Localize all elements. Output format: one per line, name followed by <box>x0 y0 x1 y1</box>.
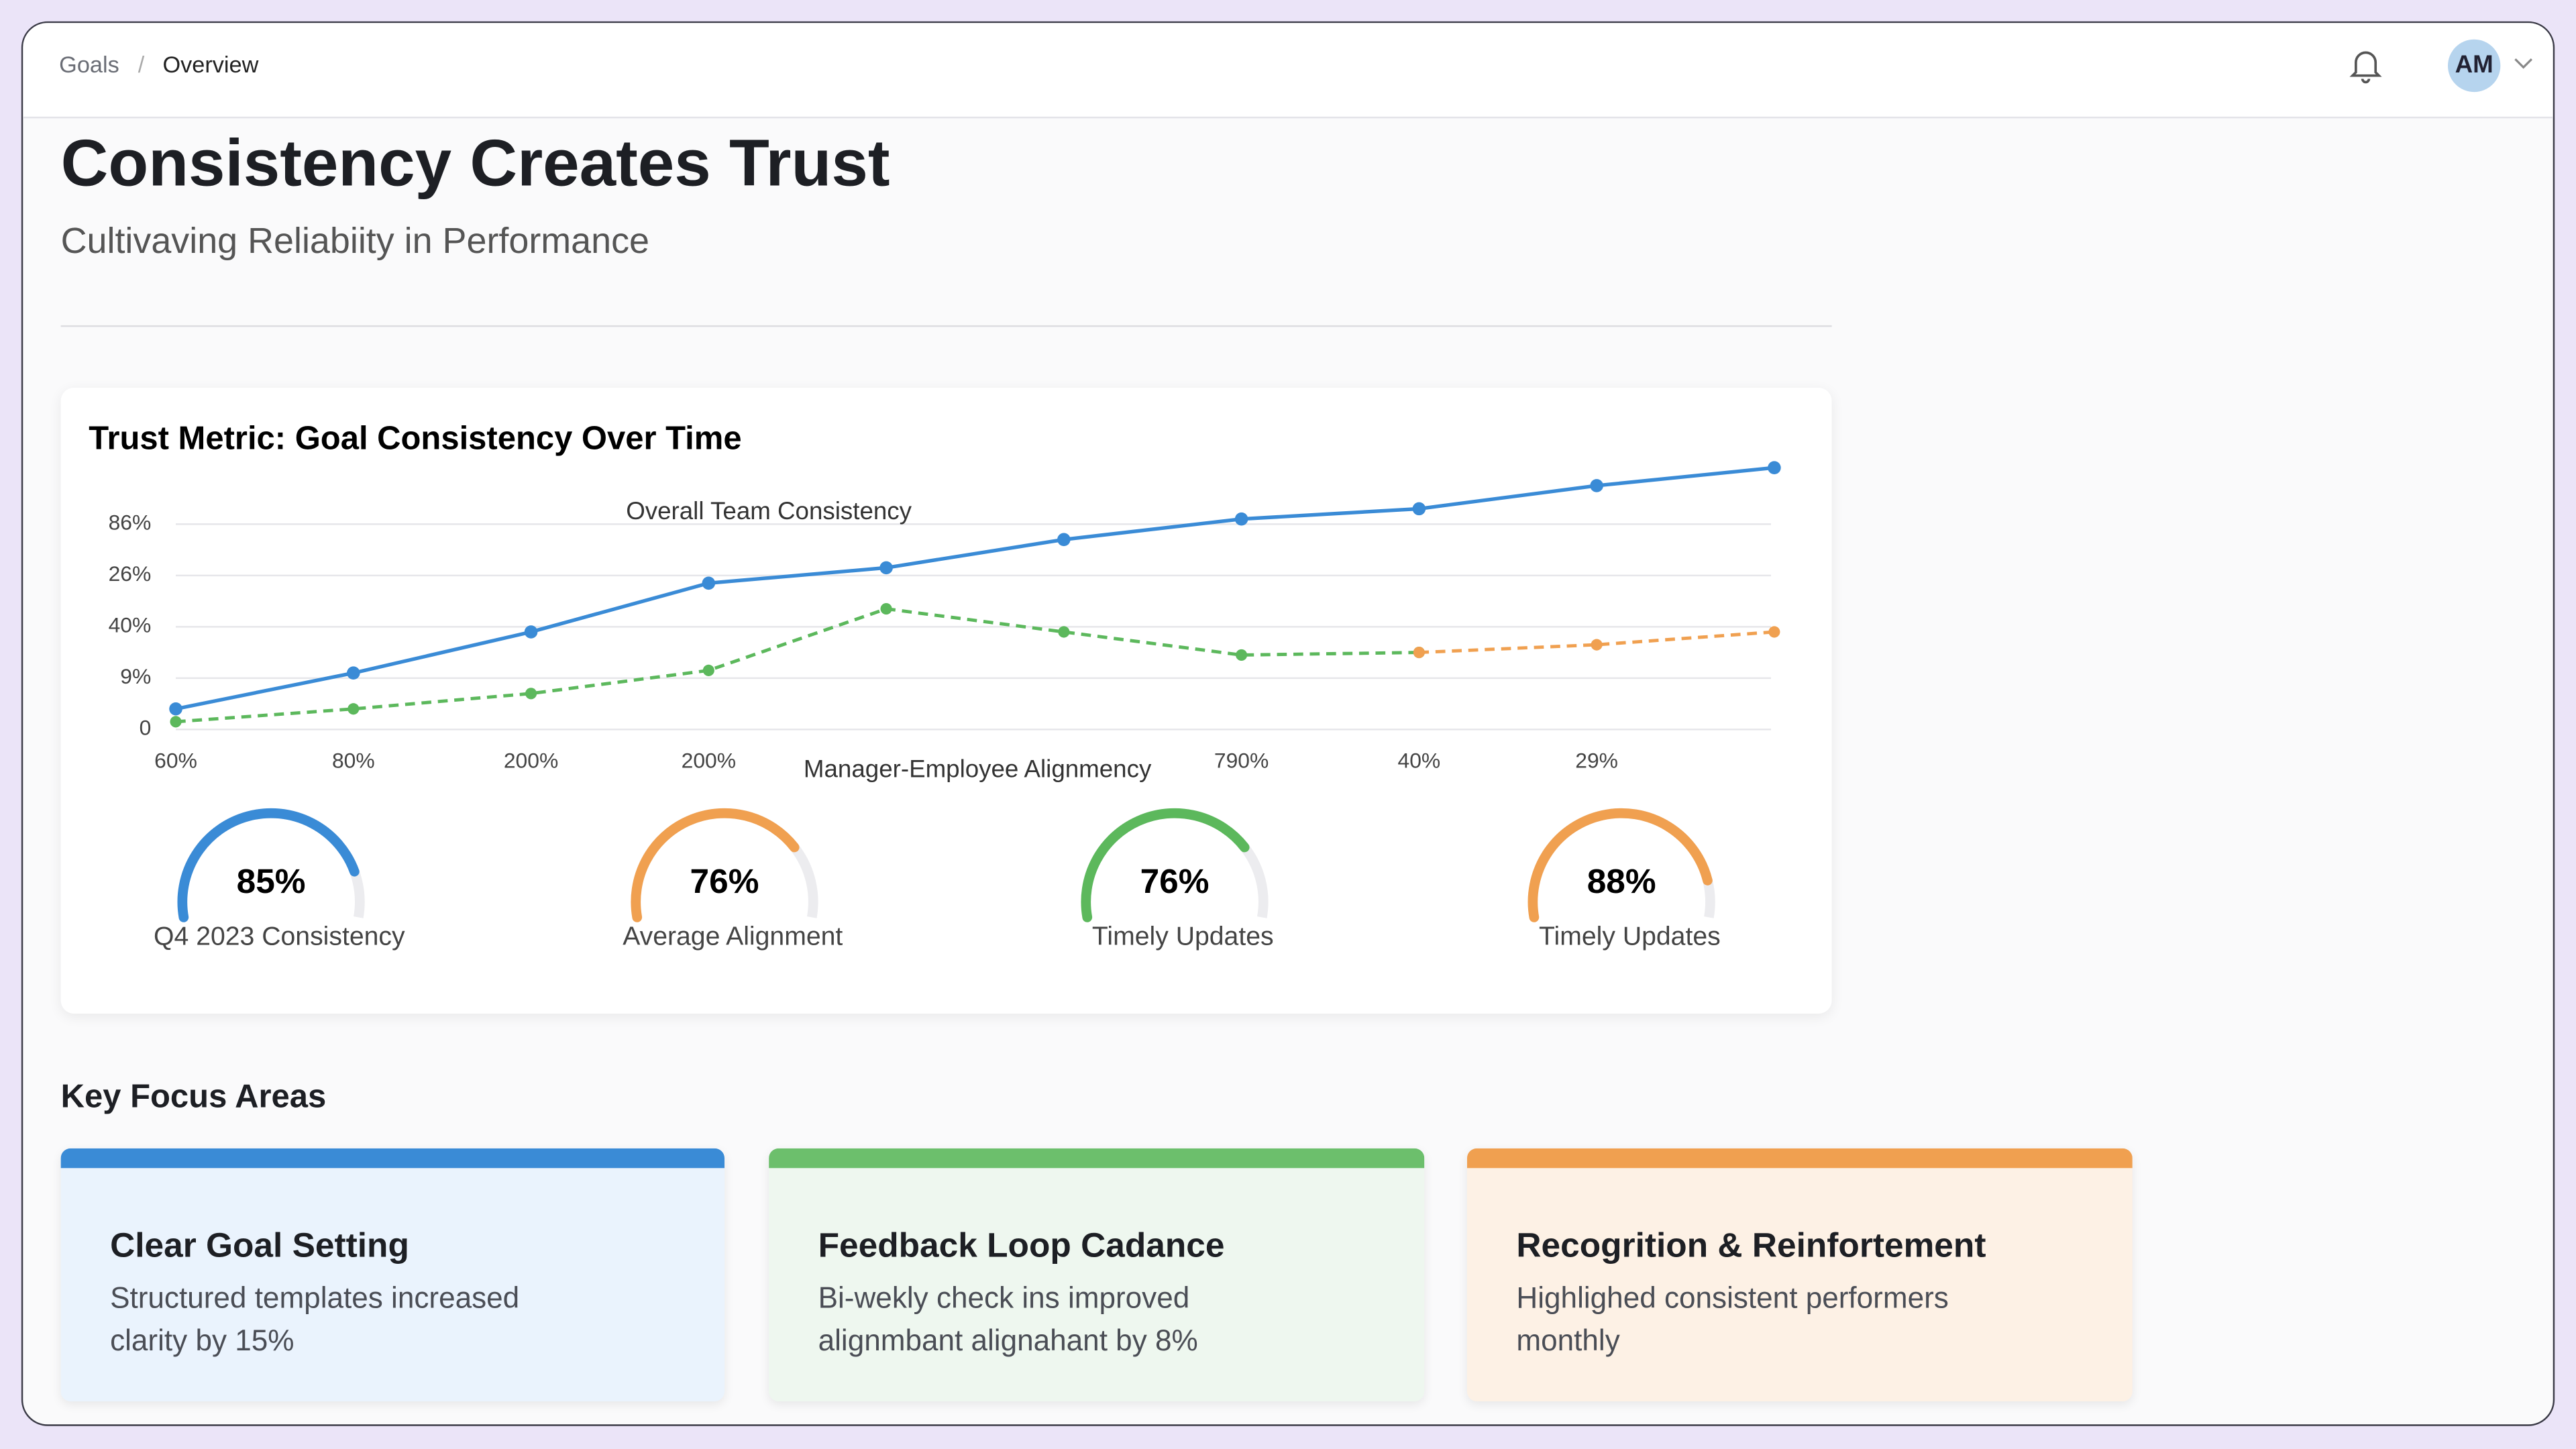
breadcrumb-link[interactable]: Goals <box>59 50 119 78</box>
bell-icon[interactable] <box>2349 48 2382 84</box>
data-point <box>702 576 716 590</box>
chart: Trust Metric: Goal Consistency Over Time… <box>89 420 1781 951</box>
card-text: Bi-wekly check ins improved alignmbant a… <box>818 1281 1198 1357</box>
gauge-value: 88% <box>1587 861 1656 900</box>
data-point <box>1590 479 1603 492</box>
series-label: Manager-Employee Alignmency <box>804 755 1152 782</box>
series-line <box>175 607 1419 724</box>
gauge-fill <box>1081 808 1250 922</box>
data-point <box>1236 649 1248 661</box>
y-tick-label: 0 <box>140 716 152 740</box>
page-subtitle: Cultivaving Reliabiity in Performance <box>60 220 649 262</box>
card-title: Feedback Loop Cadance <box>818 1227 1225 1265</box>
series-label: Overall Team Consistency <box>626 497 912 525</box>
gauge-fill <box>177 808 360 922</box>
card-title: Recogrition & Reinfortement <box>1516 1227 1986 1265</box>
breadcrumb-current: Overview <box>162 50 259 78</box>
data-point <box>880 602 892 615</box>
x-tick-label: 790% <box>1214 749 1269 773</box>
x-tick-label: 200% <box>682 749 736 773</box>
gauge-value: 76% <box>1140 861 1210 900</box>
chevron[interactable] <box>2514 56 2533 72</box>
card-text: Structured templates increased clarity b… <box>110 1281 520 1357</box>
card-title: Clear Goal Setting <box>110 1227 409 1265</box>
y-tick-label: 9% <box>120 664 151 688</box>
y-tick-label: 26% <box>109 561 152 586</box>
x-tick-label: 200% <box>504 749 558 773</box>
data-point <box>524 625 538 639</box>
gauge-label: Q4 2023 Consistency <box>154 922 405 951</box>
focus-card[interactable]: Feedback Loop Cadance Bi-wekly check ins … <box>769 1148 1425 1401</box>
avatar[interactable]: AM <box>2447 39 2501 93</box>
card-accent <box>769 1148 1425 1169</box>
data-point <box>1234 512 1248 526</box>
data-point <box>1768 626 1780 638</box>
data-point <box>1058 626 1070 638</box>
window: Goals / Overview AM Consistency Creates … <box>21 21 2555 1426</box>
x-tick-label: 40% <box>1398 749 1441 773</box>
page-title: Consistency Creates Trust <box>60 128 890 201</box>
gauge-label: Timely Updates <box>1092 922 1274 951</box>
divider <box>60 325 1832 327</box>
data-point <box>347 666 360 680</box>
card-accent <box>60 1148 725 1169</box>
data-point <box>525 688 537 700</box>
series-line <box>1419 630 1775 655</box>
gauge-fill <box>1527 808 1713 922</box>
gauge-value: 85% <box>237 861 306 900</box>
focus-card[interactable]: Recogrition & Reinfortement Highlighed co… <box>1466 1148 2133 1401</box>
data-point <box>170 716 182 728</box>
data-point <box>1057 533 1071 547</box>
card-accent <box>1466 1148 2133 1169</box>
separator: / <box>138 50 145 78</box>
data-point <box>702 664 714 676</box>
gauge-label: Average Alignment <box>623 922 843 951</box>
chart-card: Trust Metric: Goal Consistency Over Time… <box>60 387 1832 1014</box>
data-point <box>169 702 182 716</box>
focus-card[interactable]: Clear Goal Setting Structured templates i… <box>60 1148 725 1401</box>
y-tick-label: 40% <box>109 613 152 637</box>
data-point <box>879 561 893 575</box>
gauge-fill <box>631 808 800 922</box>
gauge-value: 76% <box>690 861 759 900</box>
chart-title: Trust Metric: Goal Consistency Over Time <box>89 420 741 456</box>
data-point <box>1591 639 1603 651</box>
x-tick-label: 29% <box>1575 749 1618 773</box>
data-point <box>1412 502 1426 516</box>
top-bar: Goals / Overview AM <box>23 23 2553 119</box>
y-tick-label: 86% <box>109 511 152 535</box>
data-point <box>1413 647 1425 659</box>
data-point <box>347 703 360 715</box>
gauge-label: Timely Updates <box>1539 922 1721 951</box>
data-point <box>1768 461 1781 474</box>
x-tick-label: 80% <box>332 749 375 773</box>
x-tick-label: 60% <box>154 749 197 773</box>
series-line <box>175 466 1775 711</box>
card-text: Highlighed consistent performers monthly <box>1516 1281 1949 1357</box>
section-title: Key Focus Areas <box>60 1079 327 1116</box>
